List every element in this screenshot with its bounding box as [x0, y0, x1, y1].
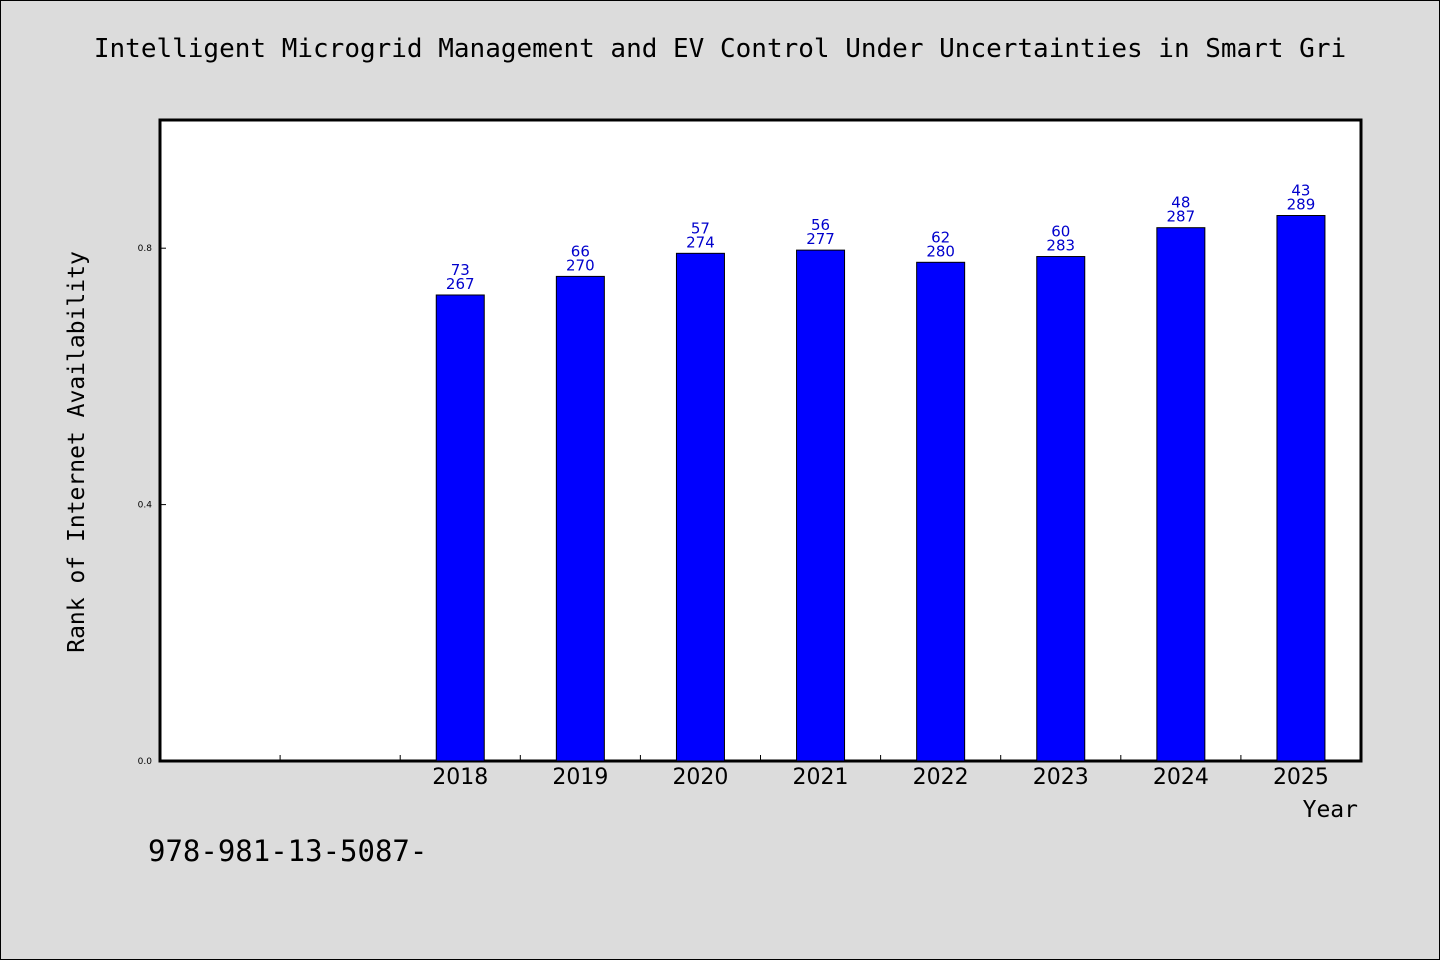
total-label-2020: 274 — [686, 233, 715, 251]
y-tick-label: 0.8 — [138, 244, 153, 254]
bar-2024 — [1156, 227, 1206, 762]
rank-label-2025: 43 — [1291, 182, 1310, 200]
bar-2023 — [1036, 256, 1086, 762]
bar-2025 — [1276, 215, 1326, 762]
bar-2019 — [555, 275, 605, 762]
bar-2022 — [916, 261, 966, 762]
rank-label-2021: 56 — [811, 216, 830, 234]
bar-2020 — [675, 252, 725, 762]
total-label-2018: 267 — [446, 275, 475, 293]
rank-label-2023: 60 — [1051, 223, 1070, 241]
footer-text: 978-981-13-5087- — [148, 834, 428, 868]
x-axis: 2018 2019 2020 2021 2022 2023 2024 2025 — [279, 755, 1329, 790]
y-tick-label: 0.4 — [138, 501, 153, 511]
x-axis-label: Year — [1303, 797, 1358, 823]
chart-title: Intelligent Microgrid Management and EV … — [93, 34, 1347, 64]
x-tick-label-2024: 2024 — [1153, 765, 1209, 790]
total-label-2023: 283 — [1046, 237, 1075, 255]
total-label-2024: 287 — [1167, 208, 1196, 226]
x-tick-label-2018: 2018 — [432, 765, 488, 790]
x-tick-label-2023: 2023 — [1033, 765, 1089, 790]
x-tick-label-2022: 2022 — [913, 765, 969, 790]
rank-label-2024: 48 — [1171, 194, 1190, 212]
rank-label-2020: 57 — [691, 219, 710, 237]
rank-label-2022: 62 — [931, 228, 950, 246]
x-tick-label-2025: 2025 — [1273, 765, 1329, 790]
total-label-2019: 270 — [566, 256, 595, 274]
bar-2021 — [796, 249, 846, 762]
y-axis-label: Rank of Internet Availability — [64, 251, 90, 653]
bars-group — [435, 215, 1326, 762]
total-label-2022: 280 — [926, 242, 955, 260]
rank-label-2019: 66 — [571, 242, 590, 260]
x-tick-label-2019: 2019 — [552, 765, 608, 790]
bar-2018 — [435, 294, 485, 762]
rank-label-2018: 73 — [451, 261, 470, 279]
total-label-2021: 277 — [806, 230, 835, 248]
y-tick-label: 0.0 — [138, 757, 153, 767]
total-label-2025: 289 — [1287, 196, 1316, 214]
y-axis: 0.0 0.4 0.8 — [138, 244, 166, 767]
x-tick-label-2021: 2021 — [793, 765, 849, 790]
x-tick-label-2020: 2020 — [672, 765, 728, 790]
